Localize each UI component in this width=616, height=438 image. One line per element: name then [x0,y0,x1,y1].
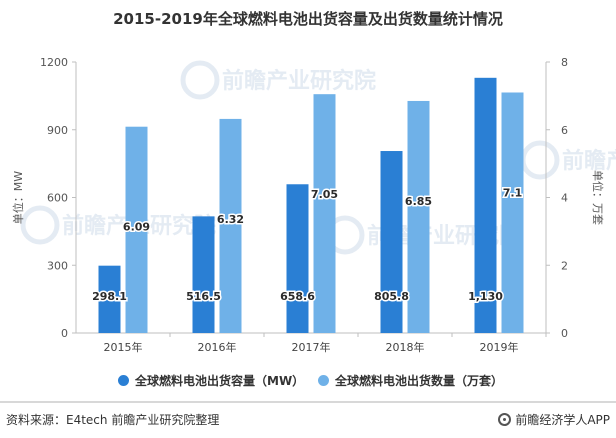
data-label-quantity: 6.85 [405,195,432,208]
y-tick-left-label: 900 [47,124,68,137]
legend-label-capacity: 全球燃料电池出货容量（MW） [135,374,305,388]
watermark-mark [20,205,60,245]
brand: 前瞻经济学人APP [498,411,610,428]
y-tick-left-label: 600 [47,192,68,205]
y-tick-right-label: 8 [561,56,568,69]
y-axis-right-title: 单位：万套 [591,170,605,225]
watermark-text: 前瞻产业研究院 [222,68,376,94]
bar-capacity [98,265,121,333]
watermark-mark [520,140,560,180]
bar-capacity [192,216,215,333]
x-tick-label: 2015年 [104,340,143,354]
bar-quantity [125,126,148,333]
data-label-quantity: 7.1 [503,186,523,199]
y-tick-left-label: 0 [61,327,68,340]
y-tick-right-label: 0 [561,327,568,340]
x-tick-label: 2018年 [386,340,425,354]
x-tick-label: 2017年 [292,340,331,354]
watermark-mark [180,60,220,100]
bar-chart: 前瞻产业研究院前瞻产业研究院前瞻产业研究院前瞻产业研究院 03006009001… [11,56,616,354]
bar-quantity [313,94,336,334]
chart-bars [98,77,524,334]
x-tick-label: 2019年 [480,340,519,354]
legend-dot-capacity [118,375,129,386]
bar-capacity [286,184,309,333]
x-tick-label: 2016年 [198,340,237,354]
data-label-quantity: 6.09 [123,221,150,234]
legend-dot-quantity [318,375,329,386]
source-note: 资料来源：E4tech 前瞻产业研究院整理 [6,413,220,427]
y-tick-right-label: 6 [561,124,568,137]
chart-legend: 全球燃料电池出货容量（MW） 全球燃料电池出货数量（万套） [0,372,616,392]
data-label-quantity: 6.32 [217,213,244,226]
chart-title: 2015-2019年全球燃料电池出货容量及出货数量统计情况 [113,10,503,28]
y-axis-left-title: 单位：MW [11,171,25,224]
watermark-text: 前瞻产业研究院 [562,148,616,174]
data-label-capacity: 1,130 [468,290,503,303]
brand-name: 前瞻经济学人APP [515,413,610,427]
bar-quantity [407,100,430,333]
brand-logo-icon [498,413,512,426]
legend-label-quantity: 全球燃料电池出货数量（万套） [335,374,504,388]
y-tick-left-label: 1200 [40,56,68,69]
legend-item-quantity: 全球燃料电池出货数量（万套） [318,372,503,389]
data-label-capacity: 805.8 [374,290,409,303]
bar-quantity [219,118,242,333]
data-label-capacity: 658.6 [280,290,315,303]
bar-capacity [380,151,403,333]
data-label-quantity: 7.05 [311,188,338,201]
y-tick-right-label: 2 [561,259,568,272]
data-label-capacity: 516.5 [186,290,221,303]
footer: 资料来源：E4tech 前瞻产业研究院整理 前瞻经济学人APP [0,401,616,438]
data-label-capacity: 298.1 [92,290,127,303]
legend-item-capacity: 全球燃料电池出货容量（MW） [118,372,304,389]
chart-axes: 0 300 600 900 1200 0 2 4 6 8 单位：MW 单位：万套 2015年 2016年 2… [11,56,605,354]
bar-quantity [501,92,524,333]
bar-capacity [474,77,497,333]
y-tick-left-label: 300 [47,259,68,272]
chart-data-labels: 298.1 6.09 516.5 6.32 658.6 7.05 805.8 6.85 1,13… [91,185,524,305]
y-tick-right-label: 4 [561,192,568,205]
